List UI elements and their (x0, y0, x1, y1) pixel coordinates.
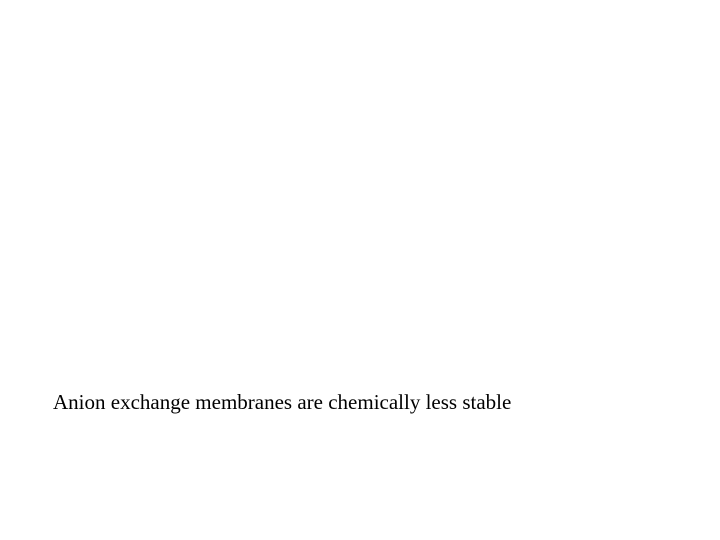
slide-container: Anion exchange membranes are chemically … (0, 0, 720, 540)
body-text: Anion exchange membranes are chemically … (53, 390, 511, 415)
